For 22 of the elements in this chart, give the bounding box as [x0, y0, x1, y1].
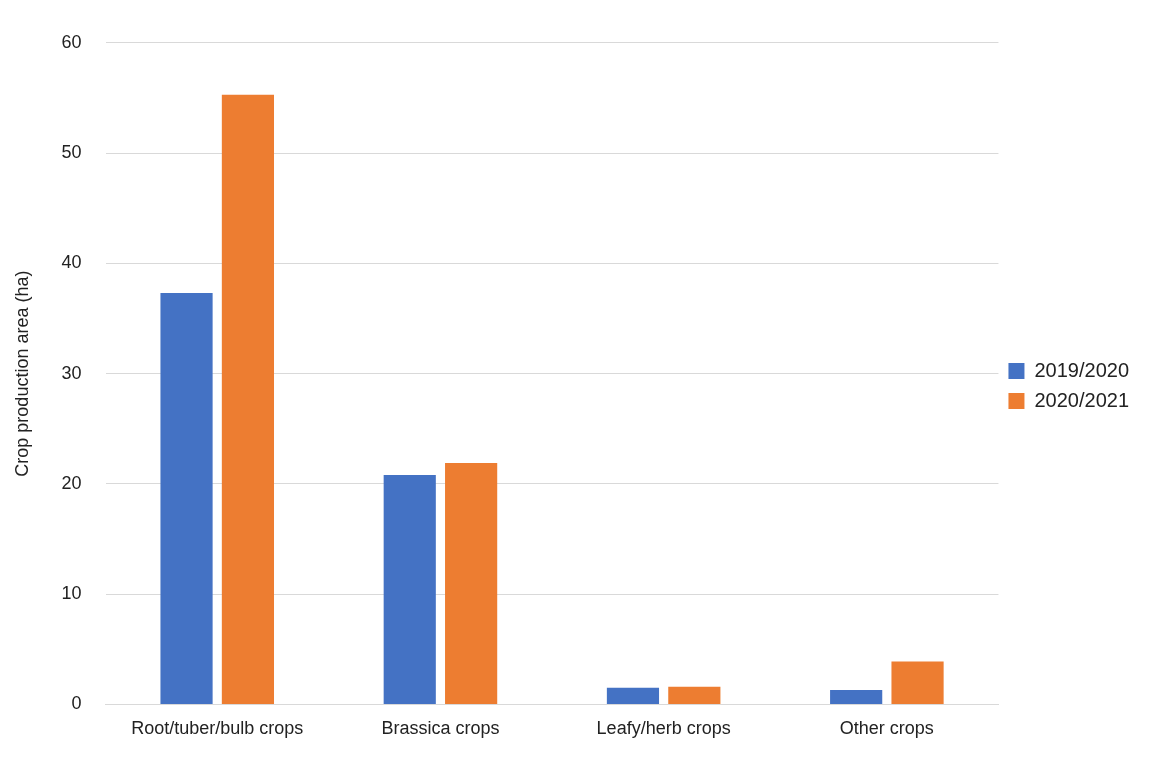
bar: [891, 661, 944, 704]
legend-label: 2019/2020: [1034, 358, 1130, 381]
bar: [160, 293, 213, 704]
x-tick-label: Leafy/herb crops: [596, 718, 731, 739]
bar: [221, 94, 275, 704]
y-tick-label: 50: [61, 142, 82, 163]
y-tick-label: 10: [61, 583, 82, 604]
y-tick-label: 40: [61, 252, 82, 273]
y-axis-title: Crop production area (ha): [11, 270, 32, 477]
y-tick-label: 20: [61, 472, 82, 493]
bar: [830, 690, 883, 704]
bar: [445, 462, 498, 704]
bar: [606, 687, 660, 704]
x-tick-label: Brassica crops: [381, 718, 500, 739]
legend-label: 2020/2021: [1034, 388, 1130, 411]
y-tick-label: 30: [61, 362, 82, 383]
y-tick-label: 60: [61, 31, 82, 52]
bar: [383, 475, 436, 704]
bar: [668, 686, 721, 704]
x-tick-label: Other crops: [839, 718, 934, 739]
x-tick-label: Root/tuber/bulb crops: [131, 718, 304, 739]
y-tick-label: 0: [71, 693, 82, 714]
